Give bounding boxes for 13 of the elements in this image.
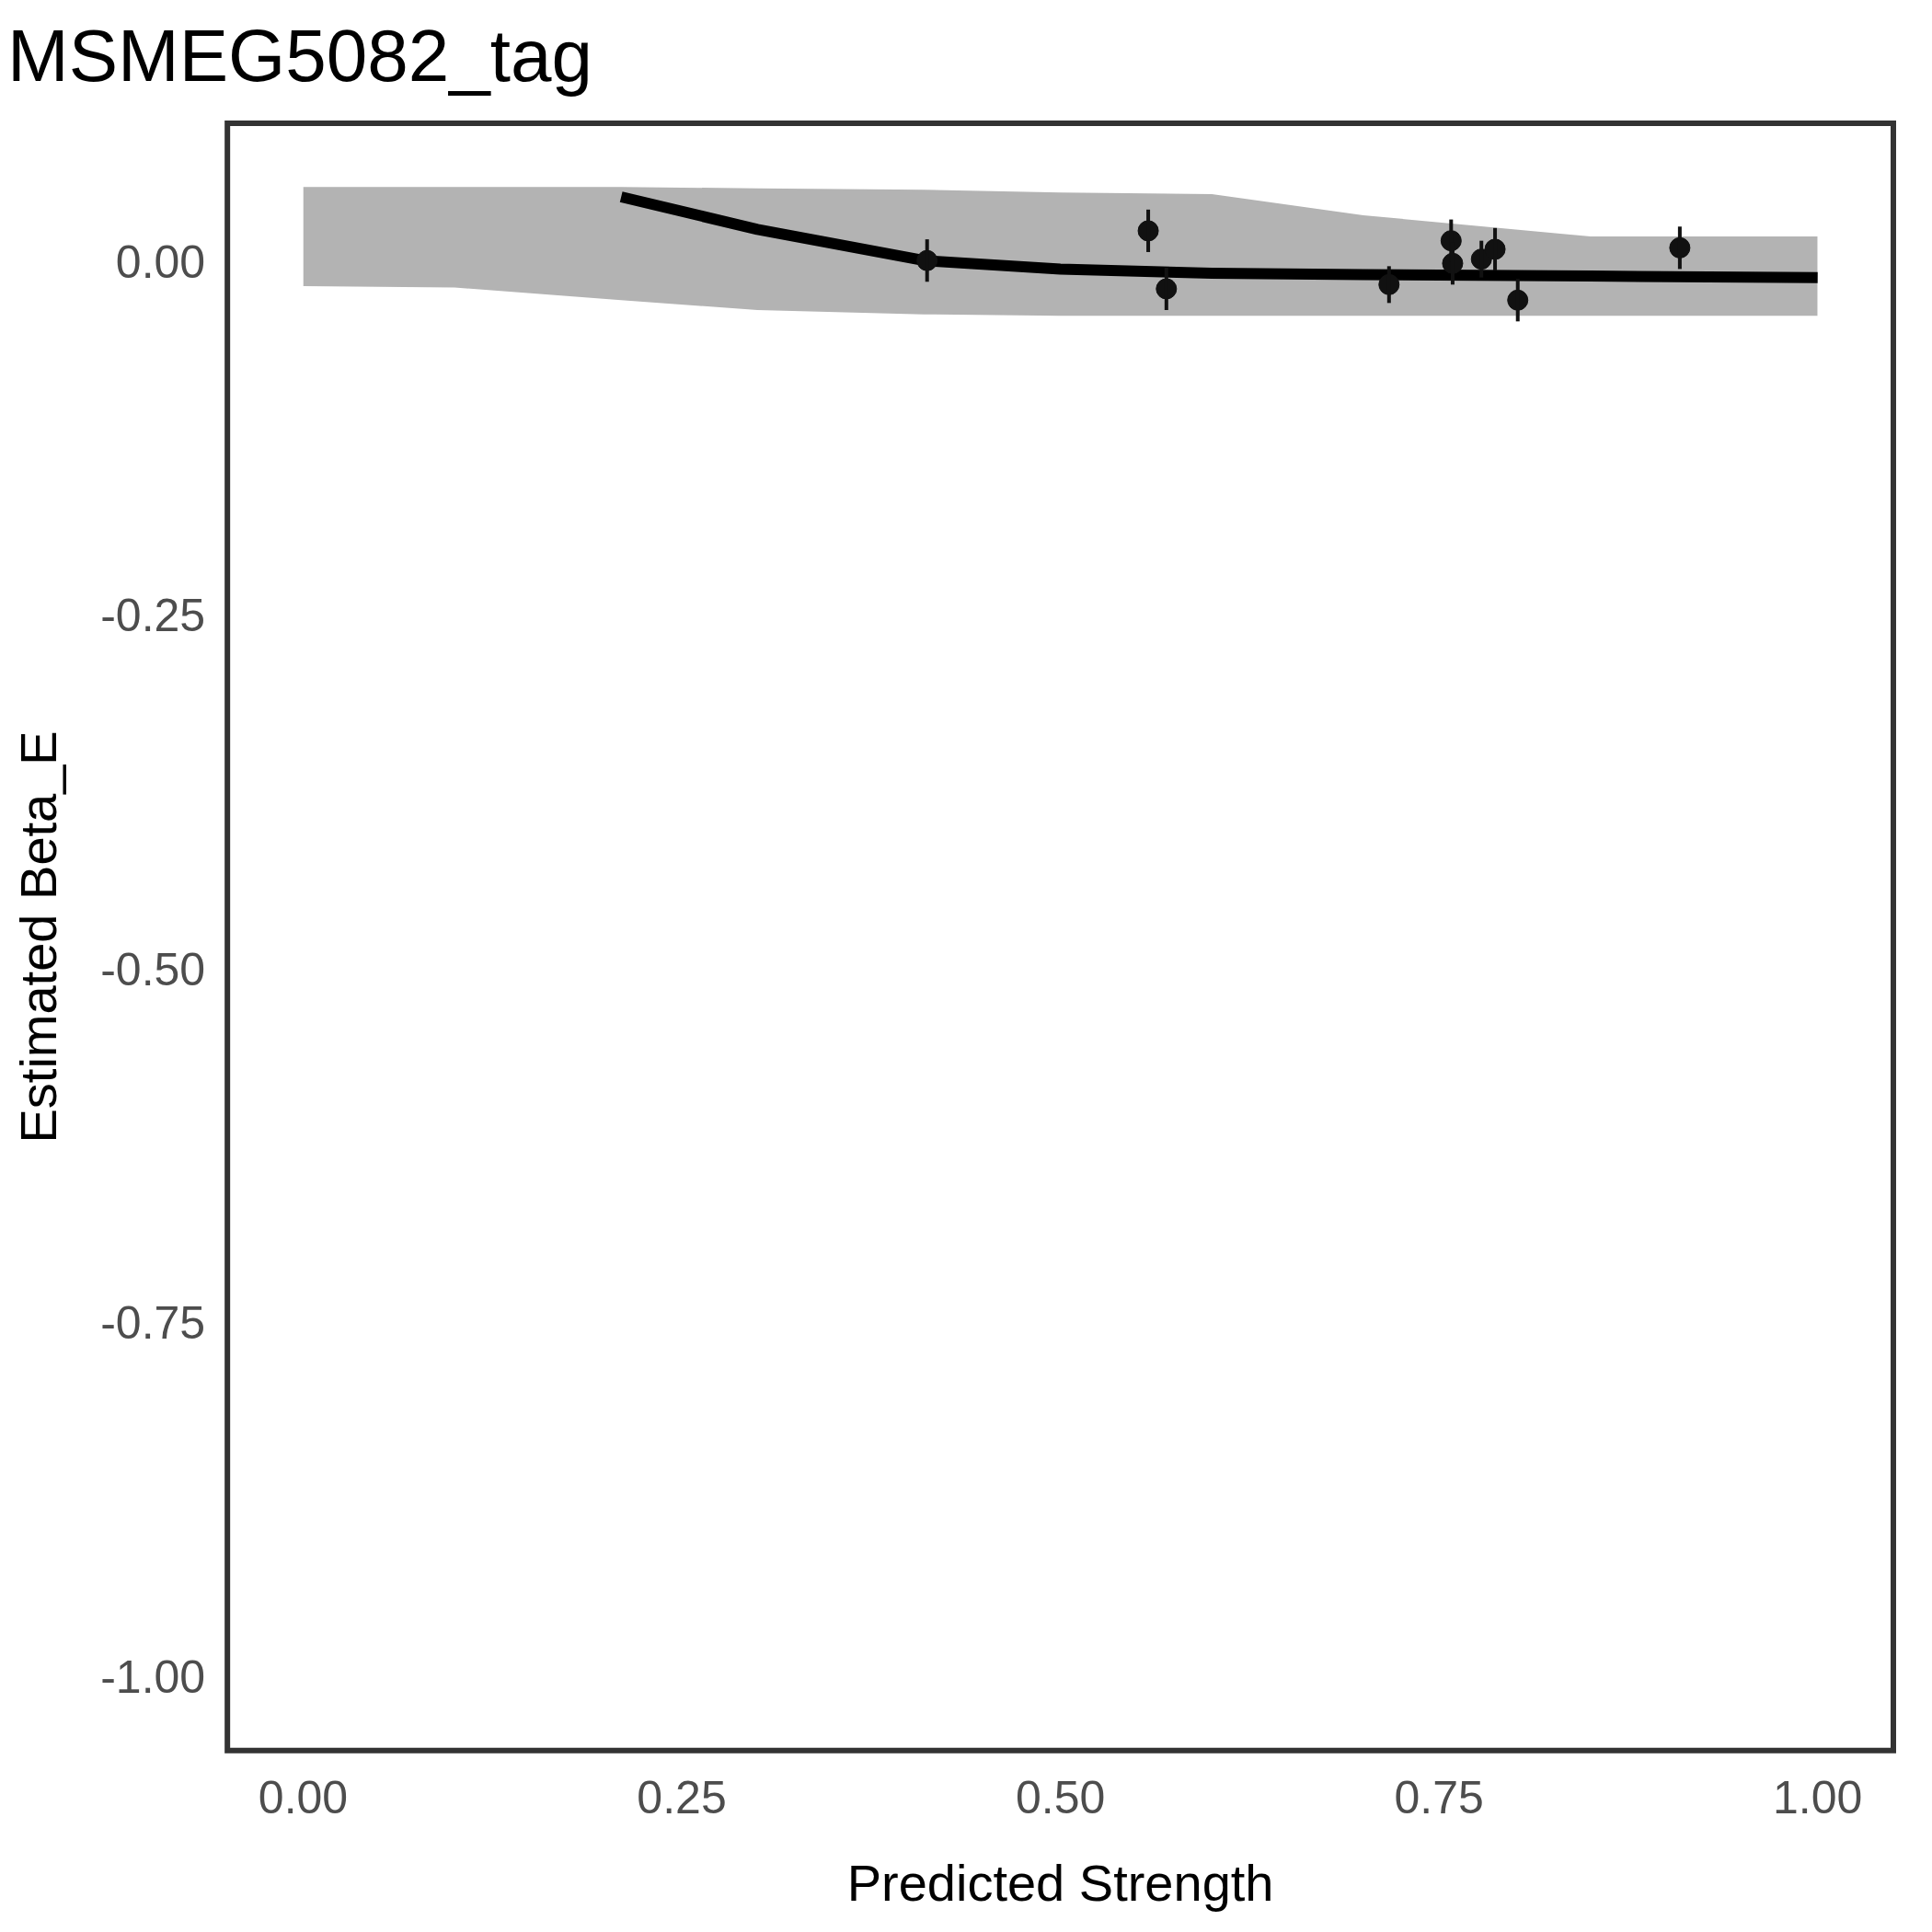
chart-title: MSMEG5082_tag xyxy=(7,15,592,98)
y-tick-label: -0.75 xyxy=(100,1297,206,1350)
y-tick-label: 0.00 xyxy=(115,236,206,288)
x-axis-title: Predicted Strength xyxy=(846,1853,1274,1912)
y-tick-label: -0.50 xyxy=(100,943,206,995)
y-tick-label: -0.25 xyxy=(100,590,206,642)
x-tick-label: 0.00 xyxy=(258,1771,349,1823)
x-tick-label: 1.00 xyxy=(1773,1771,1863,1823)
x-tick-label: 0.75 xyxy=(1394,1771,1484,1823)
x-tick-label: 0.50 xyxy=(1015,1771,1106,1823)
x-tick-label: 0.25 xyxy=(637,1771,727,1823)
y-axis-title: Estimated Beta_E xyxy=(9,730,68,1144)
y-tick-label: -1.00 xyxy=(100,1650,206,1703)
